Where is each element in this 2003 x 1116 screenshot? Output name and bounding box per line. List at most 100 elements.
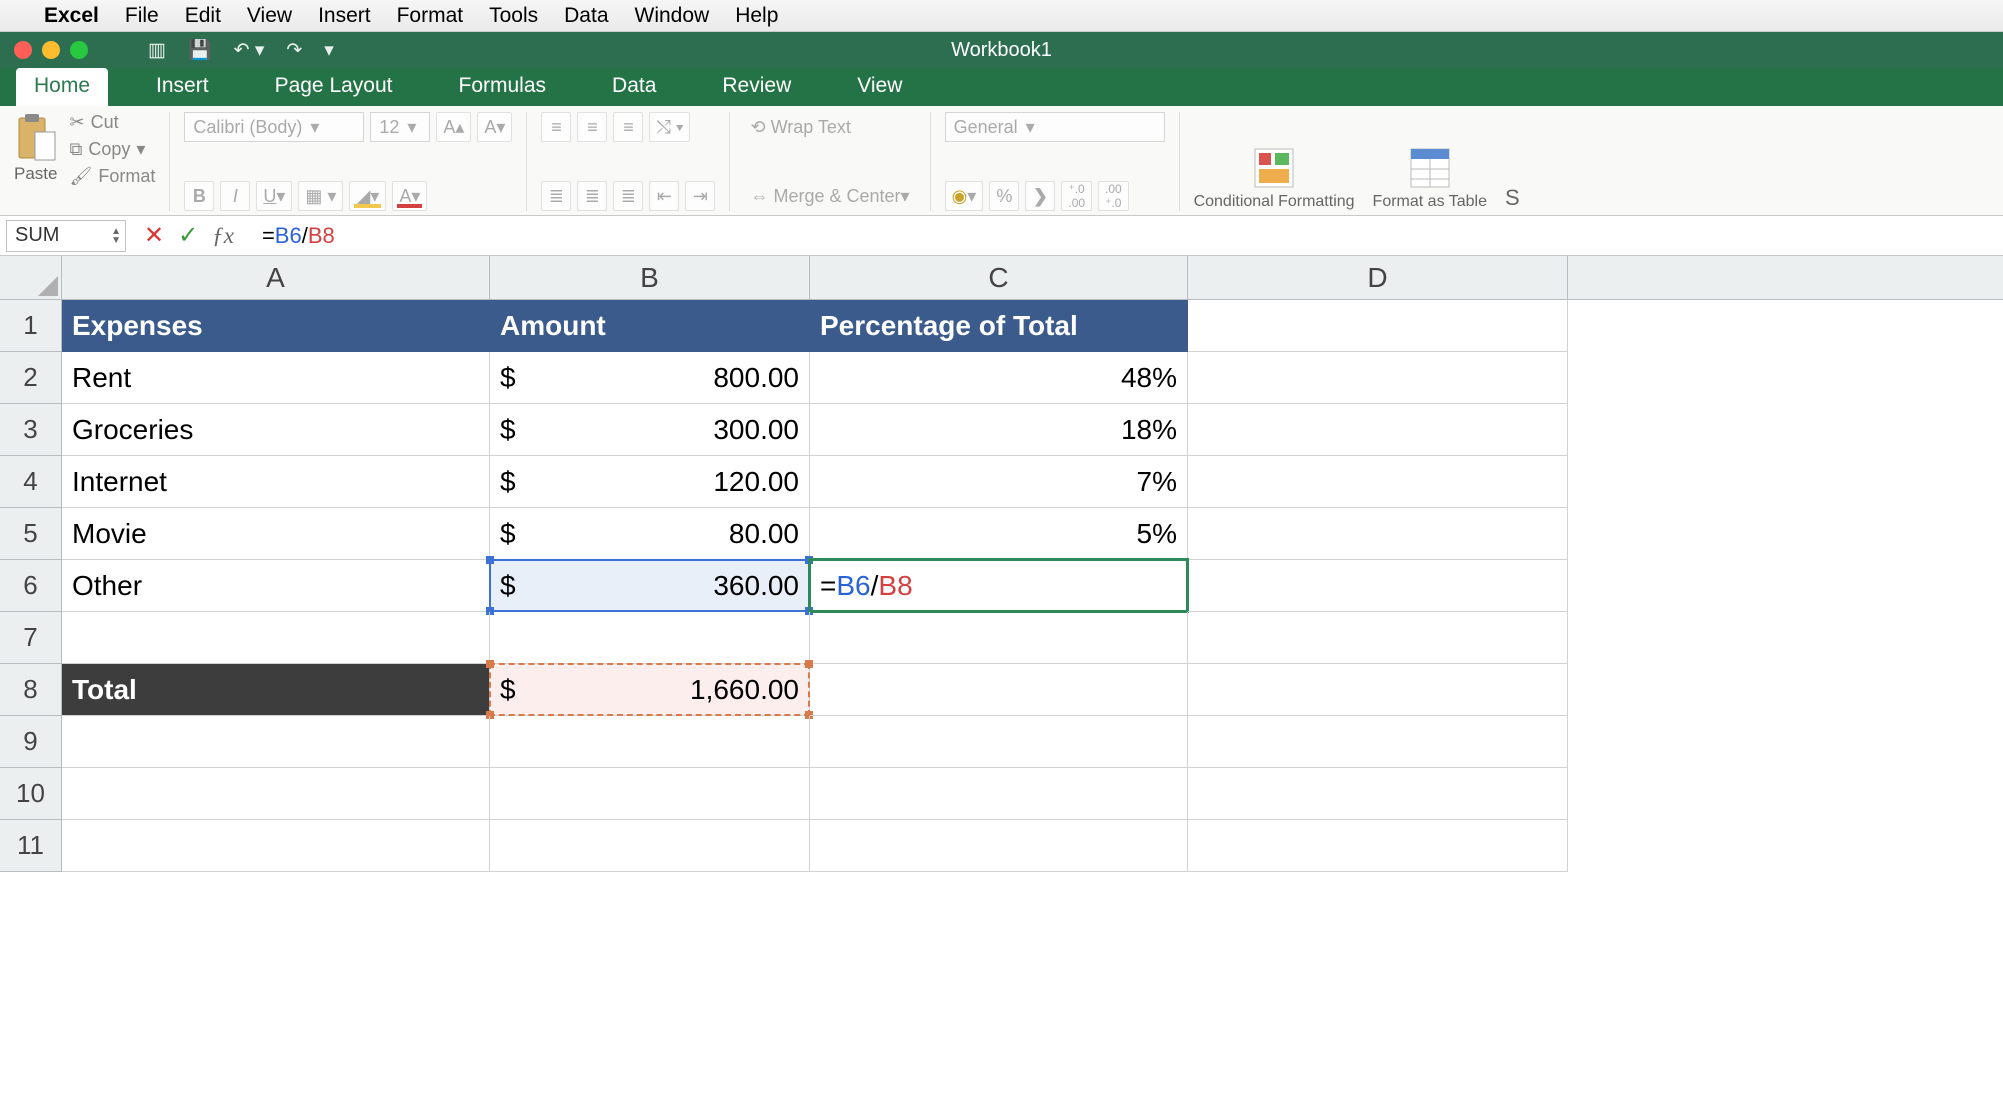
bold-button[interactable]: B <box>184 181 214 211</box>
col-header-c[interactable]: C <box>810 256 1188 299</box>
row-header[interactable]: 6 <box>0 560 62 612</box>
name-box[interactable]: SUM ▲▼ <box>6 220 126 252</box>
tab-insert[interactable]: Insert <box>138 68 227 106</box>
increase-decimal-button[interactable]: ⁺.0.00 <box>1061 181 1092 211</box>
cell[interactable] <box>1188 768 1568 820</box>
spreadsheet-grid[interactable]: A B C D 1 Expenses Amount Percentage of … <box>0 256 2003 872</box>
comma-format-button[interactable]: ❯ <box>1025 181 1055 211</box>
cell[interactable]: Movie <box>62 508 490 560</box>
cell-total-label[interactable]: Total <box>62 664 490 716</box>
borders-button[interactable]: ▦ ▾ <box>298 181 343 211</box>
quick-access-toolbar[interactable]: ▥ 💾 ↶ ▾ ↷ ▾ <box>148 38 334 62</box>
cell[interactable] <box>1188 612 1568 664</box>
cell[interactable] <box>810 716 1188 768</box>
ribbon-tabs[interactable]: Home Insert Page Layout Formulas Data Re… <box>0 68 2003 106</box>
cell-referenced-b6[interactable]: $360.00 <box>490 560 810 612</box>
cell[interactable] <box>1188 664 1568 716</box>
orientation-icon[interactable]: ⤭ ▾ <box>649 112 690 142</box>
cell[interactable] <box>62 820 490 872</box>
cell[interactable]: Internet <box>62 456 490 508</box>
row-header[interactable]: 10 <box>0 768 62 820</box>
tab-home[interactable]: Home <box>16 68 108 106</box>
row-header[interactable]: 8 <box>0 664 62 716</box>
increase-font-icon[interactable]: A▴ <box>436 112 471 142</box>
cell[interactable] <box>62 612 490 664</box>
menu-data[interactable]: Data <box>564 4 608 28</box>
qa-save-icon[interactable]: 💾 <box>188 38 212 62</box>
qa-customize-icon[interactable]: ▾ <box>324 39 334 62</box>
cell[interactable] <box>810 664 1188 716</box>
menu-edit[interactable]: Edit <box>185 4 221 28</box>
menu-help[interactable]: Help <box>735 4 778 28</box>
fill-color-button[interactable]: ◢ ▾ <box>349 181 386 211</box>
cell[interactable] <box>1188 352 1568 404</box>
row-header[interactable]: 4 <box>0 456 62 508</box>
qa-redo-icon[interactable]: ↷ <box>286 39 302 62</box>
cell[interactable] <box>1188 404 1568 456</box>
row-header[interactable]: 2 <box>0 352 62 404</box>
menu-format[interactable]: Format <box>397 4 464 28</box>
tab-page-layout[interactable]: Page Layout <box>257 68 411 106</box>
app-name[interactable]: Excel <box>44 4 99 28</box>
row-header[interactable]: 1 <box>0 300 62 352</box>
cell[interactable]: Other <box>62 560 490 612</box>
cell[interactable] <box>490 820 810 872</box>
select-all-corner[interactable] <box>0 256 62 299</box>
decrease-indent-icon[interactable]: ⇤ <box>649 181 679 211</box>
align-middle-icon[interactable]: ≡ <box>577 112 607 142</box>
cell[interactable]: $300.00 <box>490 404 810 456</box>
menu-view[interactable]: View <box>247 4 292 28</box>
cell[interactable]: 18% <box>810 404 1188 456</box>
underline-button[interactable]: U ▾ <box>256 181 292 211</box>
qa-undo-icon[interactable]: ↶ ▾ <box>234 39 265 62</box>
row-header[interactable]: 3 <box>0 404 62 456</box>
conditional-formatting-button[interactable]: Conditional Formatting <box>1194 145 1355 211</box>
name-box-stepper[interactable]: ▲▼ <box>111 227 121 245</box>
format-painter-button[interactable]: 🖌︎Format <box>69 166 155 187</box>
cell[interactable]: Rent <box>62 352 490 404</box>
tab-data[interactable]: Data <box>594 68 674 106</box>
cell[interactable] <box>1188 300 1568 352</box>
cell[interactable] <box>490 716 810 768</box>
window-controls[interactable] <box>14 41 88 59</box>
align-top-icon[interactable]: ≡ <box>541 112 571 142</box>
menu-tools[interactable]: Tools <box>489 4 538 28</box>
align-right-icon[interactable]: ≣ <box>613 181 643 211</box>
increase-indent-icon[interactable]: ⇥ <box>685 181 715 211</box>
cell[interactable] <box>1188 820 1568 872</box>
percent-format-button[interactable]: % <box>989 181 1019 211</box>
row-header[interactable]: 9 <box>0 716 62 768</box>
cancel-formula-icon[interactable]: ✕ <box>144 221 164 250</box>
tab-view[interactable]: View <box>839 68 920 106</box>
col-header-a[interactable]: A <box>62 256 490 299</box>
font-color-button[interactable]: A ▾ <box>392 181 427 211</box>
minimize-icon[interactable] <box>42 41 60 59</box>
accounting-format-button[interactable]: ◉ ▾ <box>945 181 984 211</box>
cell[interactable]: Groceries <box>62 404 490 456</box>
cell[interactable] <box>1188 560 1568 612</box>
cell[interactable] <box>1188 716 1568 768</box>
italic-button[interactable]: I <box>220 181 250 211</box>
row-header[interactable]: 5 <box>0 508 62 560</box>
tab-formulas[interactable]: Formulas <box>441 68 565 106</box>
cut-button[interactable]: ✂︎Cut <box>69 112 155 133</box>
cell[interactable]: 5% <box>810 508 1188 560</box>
cell[interactable]: 7% <box>810 456 1188 508</box>
merge-center-button[interactable]: ⇔ Merge & Center ▾ <box>744 181 915 211</box>
cell[interactable] <box>62 716 490 768</box>
align-center-icon[interactable]: ≣ <box>577 181 607 211</box>
menu-file[interactable]: File <box>125 4 159 28</box>
cell[interactable]: Amount <box>490 300 810 352</box>
copy-button[interactable]: ⧉Copy ▾ <box>69 139 155 160</box>
decrease-decimal-button[interactable]: .00⁺.0 <box>1098 181 1129 211</box>
menu-window[interactable]: Window <box>635 4 710 28</box>
tab-review[interactable]: Review <box>704 68 809 106</box>
cell-active-c6[interactable]: =B6/B8 <box>810 560 1188 612</box>
row-header[interactable]: 7 <box>0 612 62 664</box>
number-format-select[interactable]: General▾ <box>945 112 1165 142</box>
cell[interactable] <box>490 768 810 820</box>
cell[interactable]: $800.00 <box>490 352 810 404</box>
font-name-select[interactable]: Calibri (Body)▾ <box>184 112 364 142</box>
qa-new-icon[interactable]: ▥ <box>148 39 166 62</box>
cell[interactable]: $120.00 <box>490 456 810 508</box>
